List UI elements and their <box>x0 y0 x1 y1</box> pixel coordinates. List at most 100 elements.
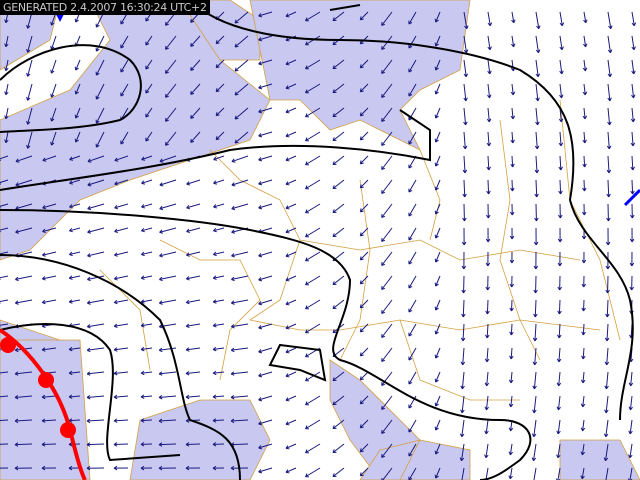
wind-arrow-icon <box>534 131 540 150</box>
wind-arrow-icon <box>14 465 33 471</box>
wind-arrow-icon <box>605 275 610 294</box>
wind-arrow-icon <box>606 155 612 174</box>
wind-arrow-icon <box>408 299 417 313</box>
wind-arrow-icon <box>381 275 393 290</box>
wind-arrow-icon <box>159 155 177 163</box>
wind-arrow-icon <box>113 465 129 471</box>
wind-arrow-icon <box>359 347 369 357</box>
wind-arrow-icon <box>508 443 513 456</box>
wind-arrow-icon <box>212 370 225 376</box>
wind-arrow-icon <box>535 11 541 30</box>
wind-arrow-icon <box>434 35 441 47</box>
wind-arrow-icon <box>258 203 273 210</box>
wind-arrow-icon <box>381 203 393 218</box>
wind-arrow-icon <box>408 371 417 385</box>
wind-arrow-icon <box>556 419 561 435</box>
wind-arrow-icon <box>114 203 129 210</box>
wind-arrow-icon <box>434 443 441 455</box>
wind-arrow-icon <box>434 11 441 23</box>
wind-arrow-icon <box>42 227 57 234</box>
wind-arrow-icon <box>434 275 441 287</box>
wind-arrow-icon <box>41 442 57 447</box>
wind-arrow-icon <box>535 59 541 78</box>
wind-arrow-icon <box>381 131 393 146</box>
wind-arrow-icon <box>359 155 369 165</box>
wind-arrow-icon <box>462 179 467 198</box>
wind-arrow-icon <box>258 347 273 354</box>
wind-arrow-icon <box>630 203 635 219</box>
wind-arrow-icon <box>510 155 515 168</box>
wind-arrow-icon <box>212 251 225 257</box>
wind-arrow-icon <box>304 251 321 262</box>
wind-arrow-icon <box>285 107 297 114</box>
wind-arrow-icon <box>557 251 563 267</box>
wind-arrow-icon <box>556 371 562 387</box>
wind-arrow-icon <box>359 59 369 69</box>
wind-arrow-icon <box>304 11 321 22</box>
wind-arrow-icon <box>230 323 249 329</box>
wind-arrow-icon <box>606 131 612 150</box>
wind-arrow-icon <box>0 299 9 304</box>
wind-arrow-icon <box>0 442 9 447</box>
wind-arrow-icon <box>304 59 321 70</box>
wind-arrow-icon <box>258 59 273 66</box>
wind-arrow-icon <box>87 179 105 187</box>
wind-arrow-icon <box>258 131 273 138</box>
wind-arrow-icon <box>629 275 634 291</box>
wind-arrow-icon <box>114 179 129 186</box>
wind-arrow-icon <box>629 227 635 243</box>
wind-arrow-icon <box>186 179 201 186</box>
wind-arrow-icon <box>580 467 585 480</box>
wind-arrow-icon <box>631 11 637 27</box>
wind-arrow-icon <box>381 251 393 266</box>
wind-arrow-icon <box>140 251 153 257</box>
wind-arrow-icon <box>434 203 441 215</box>
wind-arrow-icon <box>359 395 369 405</box>
warm-front <box>0 328 87 480</box>
wind-arrow-icon <box>582 155 587 168</box>
wind-arrow-icon <box>258 275 273 282</box>
wind-arrow-icon <box>508 371 514 384</box>
wind-arrow-icon <box>190 83 201 95</box>
wind-arrow-icon <box>120 131 129 145</box>
wind-arrow-icon <box>604 395 609 414</box>
wind-arrow-icon <box>381 443 393 458</box>
wind-arrow-icon <box>434 299 441 311</box>
wind-arrow-icon <box>86 418 105 424</box>
wind-arrow-icon <box>359 371 369 381</box>
wind-arrow-icon <box>559 83 564 99</box>
wind-arrow-icon <box>381 155 393 170</box>
wind-arrow-icon <box>381 347 393 362</box>
wind-arrow-icon <box>558 131 564 147</box>
wind-arrow-icon <box>215 107 225 117</box>
wind-arrow-icon <box>557 323 562 339</box>
wind-arrow-icon <box>607 83 612 102</box>
wind-arrow-icon <box>185 323 201 329</box>
wind-arrow-icon <box>68 394 81 399</box>
wind-arrow-icon <box>113 371 129 376</box>
wind-arrow-icon <box>533 251 539 270</box>
wind-arrow-icon <box>605 467 609 480</box>
wind-arrow-icon <box>258 467 273 474</box>
wind-arrow-icon <box>486 179 491 195</box>
wind-arrow-icon <box>258 155 273 162</box>
wind-arrow-icon <box>408 251 417 265</box>
wind-arrow-icon <box>42 155 57 162</box>
wind-arrow-icon <box>258 11 273 18</box>
wind-arrow-icon <box>434 107 441 119</box>
wind-arrow-icon <box>69 155 81 161</box>
wind-arrow-icon <box>234 11 249 24</box>
wind-arrow-icon <box>50 83 57 98</box>
wind-arrow-icon <box>26 107 33 125</box>
wind-arrow-icon <box>581 203 587 216</box>
wind-arrow-icon <box>533 467 537 480</box>
wind-arrow-icon <box>580 419 586 432</box>
wind-arrow-icon <box>461 299 466 318</box>
wind-arrow-icon <box>628 443 633 459</box>
wind-arrow-icon <box>460 323 466 342</box>
wind-arrow-icon <box>462 203 467 222</box>
wind-arrow-icon <box>41 347 57 352</box>
wind-arrow-icon <box>164 131 177 146</box>
wind-arrow-icon <box>212 465 225 471</box>
